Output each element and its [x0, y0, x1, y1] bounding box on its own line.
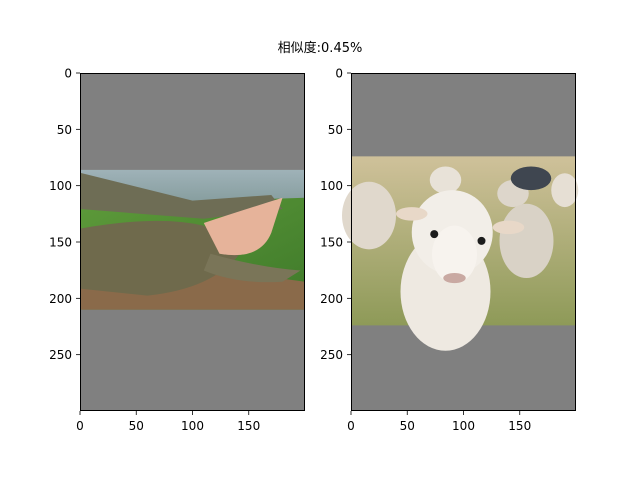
- y-tick-label: 100: [320, 179, 343, 193]
- y-tick-label: 200: [320, 292, 343, 306]
- x-axis-right: 0 50 100 150: [347, 411, 531, 433]
- y-axis-right: 0 50 100 150 200 250: [320, 67, 351, 362]
- y-tick-label: 150: [49, 236, 72, 250]
- y-tick-label: 50: [57, 123, 72, 137]
- y-tick-label: 0: [64, 67, 72, 81]
- x-tick-label: 50: [400, 419, 415, 433]
- x-tick-label: 150: [237, 419, 260, 433]
- y-tick-label: 0: [335, 67, 343, 81]
- y-tick-label: 100: [49, 179, 72, 193]
- x-tick-label: 100: [181, 419, 204, 433]
- x-axis-left: 0 50 100 150: [76, 411, 260, 433]
- y-tick-label: 250: [49, 348, 72, 362]
- axes-frame-right: [351, 73, 576, 411]
- y-tick-label: 250: [320, 348, 343, 362]
- sheep-image: [342, 156, 579, 351]
- x-tick-label: 0: [347, 419, 355, 433]
- y-axis-left: 0 50 100 150 200 250: [49, 67, 80, 362]
- x-tick-label: 150: [508, 419, 531, 433]
- x-tick-label: 50: [129, 419, 144, 433]
- x-tick-label: 0: [76, 419, 84, 433]
- crocodile-image: [80, 169, 305, 310]
- figure-suptitle: 相似度:0.45%: [277, 41, 363, 56]
- y-tick-label: 150: [320, 236, 343, 250]
- panel-right: 0 50 100 150 0 50 100 150 200 250: [320, 67, 579, 433]
- y-tick-label: 50: [328, 123, 343, 137]
- y-tick-label: 200: [49, 292, 72, 306]
- axes-frame-left: [80, 73, 305, 411]
- panel-left: 0 50 100 150 0 50 100 150 200 250: [49, 67, 305, 433]
- x-tick-label: 100: [452, 419, 475, 433]
